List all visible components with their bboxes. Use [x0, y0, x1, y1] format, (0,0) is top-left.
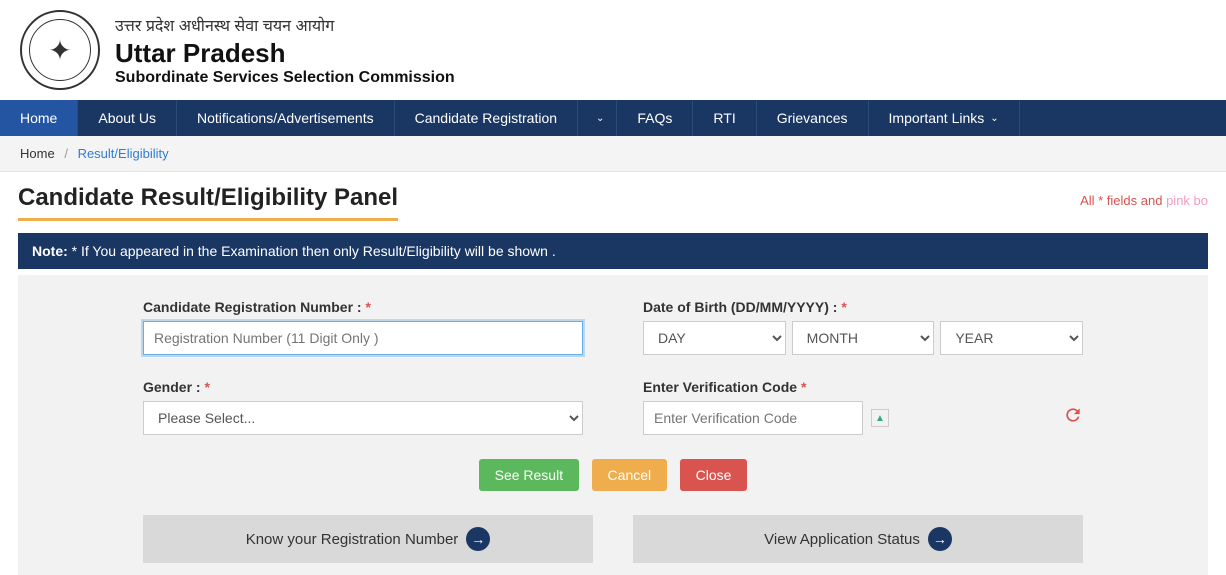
breadcrumb-home[interactable]: Home [20, 146, 55, 161]
secondary-actions: Know your Registration Number → View App… [143, 515, 1083, 563]
dob-label: Date of Birth (DD/MM/YYYY) : * [643, 299, 1083, 315]
nav-registration-caret[interactable]: ⌄ [578, 100, 617, 136]
title-block: उत्तर प्रदेश अधीनस्थ सेवा चयन आयोग Uttar… [115, 14, 455, 87]
required-star: * [204, 379, 209, 395]
know-reg-label: Know your Registration Number [246, 531, 459, 548]
nav-home[interactable]: Home [0, 100, 78, 136]
content-area: Candidate Result/Eligibility Panel All *… [0, 172, 1226, 575]
required-star: * [365, 299, 370, 315]
cancel-button[interactable]: Cancel [592, 459, 668, 491]
note-bar: Note: * If You appeared in the Examinati… [18, 233, 1208, 269]
reg-number-input[interactable] [143, 321, 583, 355]
know-reg-number-button[interactable]: Know your Registration Number → [143, 515, 593, 563]
reg-number-label: Candidate Registration Number : * [143, 299, 583, 315]
page-title: Candidate Result/Eligibility Panel [18, 184, 398, 221]
main-nav: Home About Us Notifications/Advertisemen… [0, 100, 1226, 136]
nav-rti[interactable]: RTI [693, 100, 756, 136]
nav-important-links[interactable]: Important Links ⌄ [869, 100, 1020, 136]
required-star: * [801, 379, 806, 395]
hindi-title: उत्तर प्रदेश अधीनस्थ सेवा चयन आयोग [115, 14, 455, 36]
nav-faqs[interactable]: FAQs [617, 100, 693, 136]
dob-month-select[interactable]: MONTH [792, 321, 935, 355]
action-buttons: See Result Cancel Close [143, 459, 1083, 491]
view-application-status-button[interactable]: View Application Status → [633, 515, 1083, 563]
verification-label: Enter Verification Code * [643, 379, 1083, 395]
gender-select[interactable]: Please Select... [143, 401, 583, 435]
nav-grievances[interactable]: Grievances [757, 100, 869, 136]
dob-year-select[interactable]: YEAR [940, 321, 1083, 355]
breadcrumb: Home / Result/Eligibility [0, 136, 1226, 172]
chevron-down-icon: ⌄ [990, 113, 998, 124]
refresh-icon[interactable] [1063, 405, 1083, 431]
breadcrumb-sep: / [64, 146, 68, 161]
main-title: Uttar Pradesh [115, 38, 455, 69]
captcha-image: ▲ [871, 409, 889, 427]
nav-registration[interactable]: Candidate Registration [395, 100, 578, 136]
arrow-right-icon: → [928, 527, 952, 551]
verification-input[interactable] [643, 401, 863, 435]
sub-title: Subordinate Services Selection Commissio… [115, 69, 455, 87]
emblem-icon: ✦ [48, 34, 71, 67]
nav-about[interactable]: About Us [78, 100, 177, 136]
required-fields-note: All * fields and pink bo [1080, 193, 1208, 208]
note-label: Note: [32, 243, 68, 259]
arrow-right-icon: → [466, 527, 490, 551]
nav-notifications[interactable]: Notifications/Advertisements [177, 100, 395, 136]
breadcrumb-current: Result/Eligibility [78, 146, 169, 161]
view-status-label: View Application Status [764, 531, 920, 548]
form-area: Candidate Registration Number : * Date o… [18, 275, 1208, 575]
gender-label: Gender : * [143, 379, 583, 395]
see-result-button[interactable]: See Result [479, 459, 579, 491]
required-star: * [841, 299, 846, 315]
close-button[interactable]: Close [680, 459, 748, 491]
state-emblem: ✦ [20, 10, 100, 90]
dob-day-select[interactable]: DAY [643, 321, 786, 355]
chevron-down-icon: ⌄ [596, 113, 604, 124]
note-text: * If You appeared in the Examination the… [68, 243, 556, 259]
site-header: ✦ उत्तर प्रदेश अधीनस्थ सेवा चयन आयोग Utt… [0, 0, 1226, 100]
nav-links-label: Important Links [889, 110, 985, 126]
